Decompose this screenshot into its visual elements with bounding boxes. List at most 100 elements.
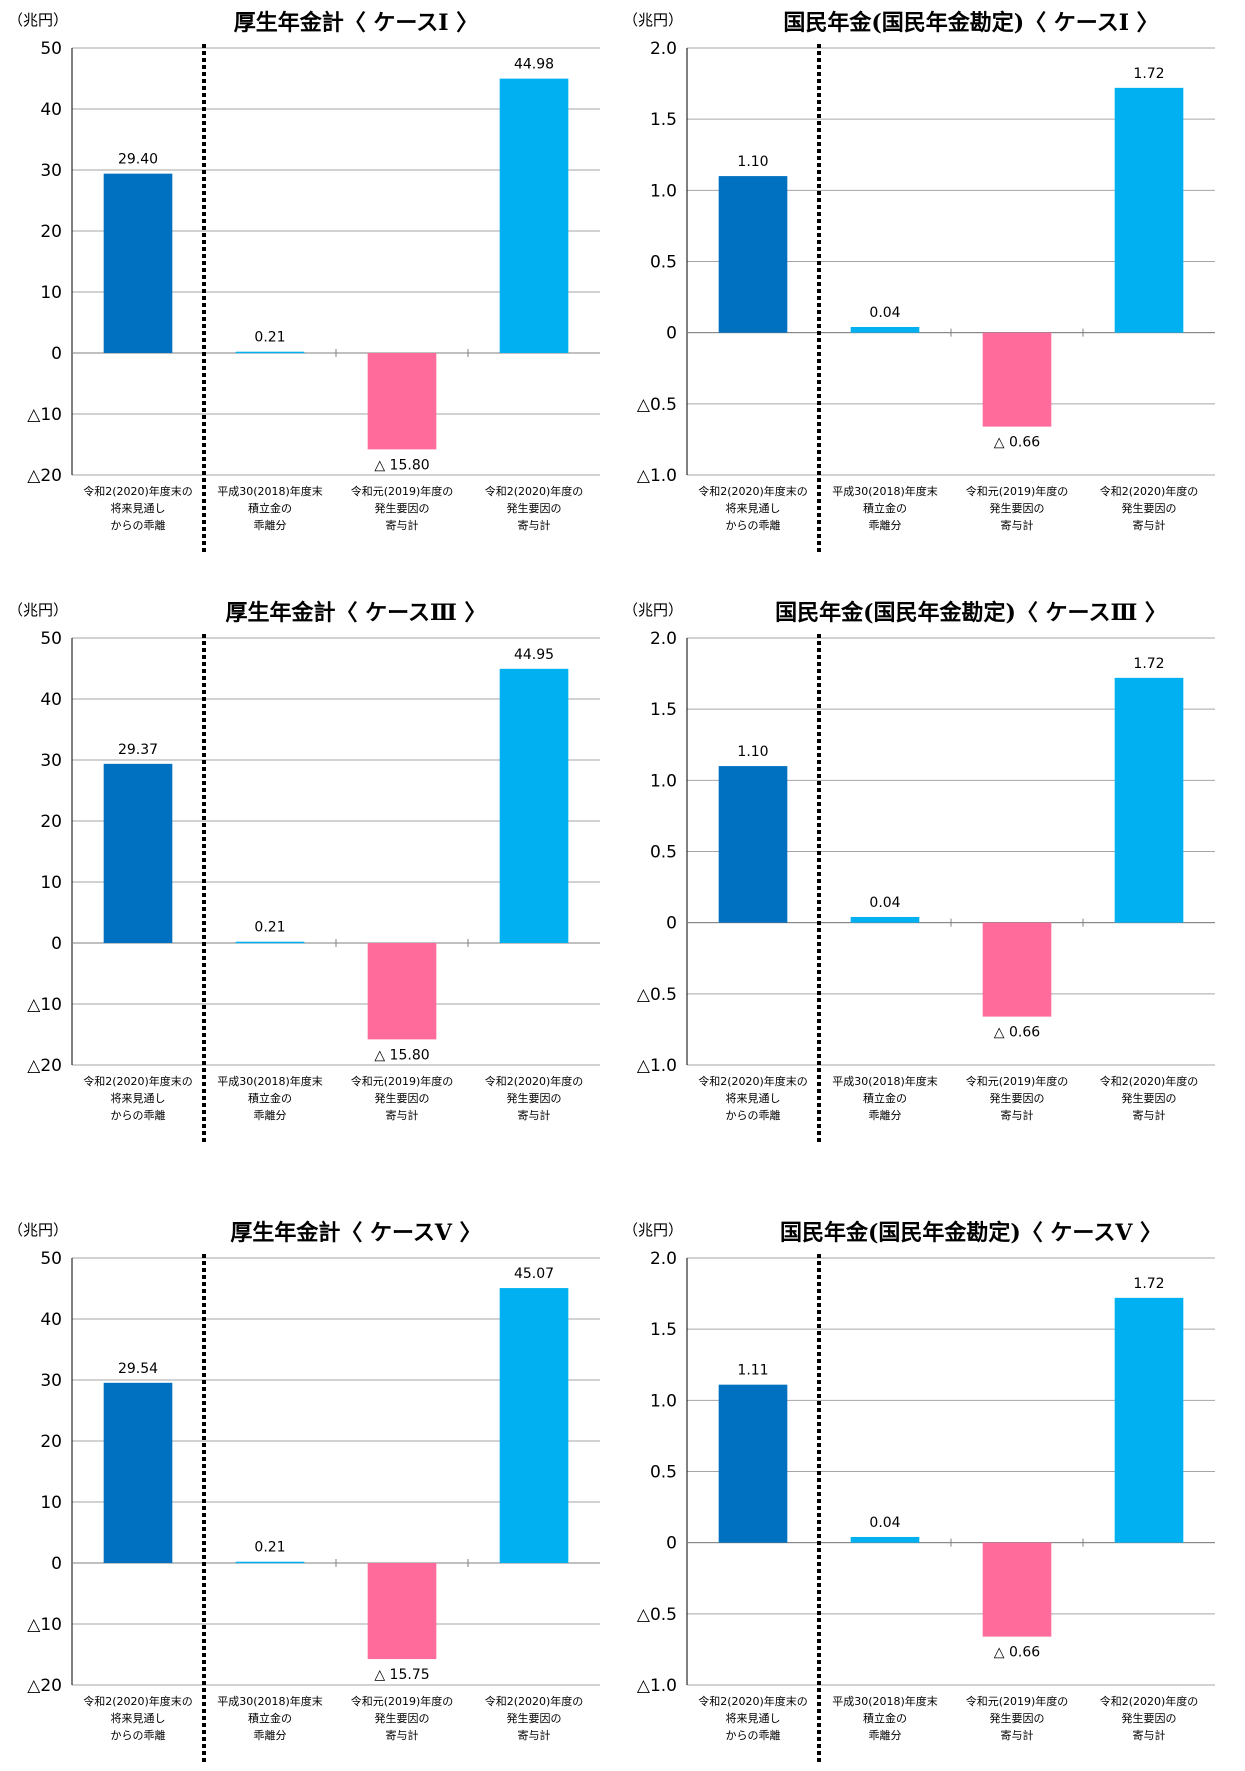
bar [235,1561,305,1564]
bar [1114,677,1184,923]
chart-svg: 国民年金(国民年金勘定)〈 ケースⅢ 〉 （兆円） 2.0 1.5 1.0 0.5 0 △0.… [623,600,1215,1144]
category-label: 寄与計 [386,1108,419,1122]
category-label: 将来見通し [111,1712,166,1725]
category-label: 令和2(2020)年度末の [83,484,193,498]
y-tick-label: 10 [40,873,62,893]
bar [103,173,173,353]
category-label: からの乖離 [726,1108,781,1122]
data-label: 29.37 [118,742,158,758]
y-tick-label: △1.0 [637,1056,677,1076]
category-label: 平成30(2018)年度末 [217,1074,323,1088]
category-label: 令和元(2019)年度の [351,484,454,498]
category-label: 令和元(2019)年度の [351,1074,454,1088]
chart-title: 厚生年金計〈 ケースⅢ 〉 [225,600,486,626]
category-label: 令和2(2020)年度の [485,484,584,498]
data-label: 1.11 [737,1363,768,1379]
category-label: 乖離分 [869,1108,902,1122]
category-label: 積立金の [248,1091,292,1105]
category-label: からの乖離 [111,518,166,532]
bar [982,1542,1052,1637]
category-label: 寄与計 [518,518,551,532]
category-label: 発生要因の [507,501,562,515]
category-label: からの乖離 [726,1728,781,1742]
y-tick-label: 50 [40,629,62,649]
category-label: 寄与計 [1133,1728,1166,1742]
bar [103,763,173,943]
data-label: 1.72 [1133,66,1164,82]
chart-svg: 国民年金(国民年金勘定)〈 ケースⅤ 〉 （兆円） 2.0 1.5 1.0 0.5 0 △0.… [623,1220,1215,1764]
y-tick-label: 1.5 [650,700,677,720]
data-label: △ 0.66 [994,1025,1040,1041]
data-label: 1.72 [1133,656,1164,672]
category-label: 将来見通し [111,1092,166,1105]
y-tick-label: 40 [40,690,62,710]
bar [850,916,920,923]
category-label: 令和元(2019)年度の [966,1074,1069,1088]
data-label: △ 15.80 [374,1047,429,1063]
category-label: 発生要因の [375,1091,430,1105]
chart-svg: 厚生年金計〈 ケースⅠ 〉 （兆円） 50 40 30 20 10 0 △10 △20 29.40 令… [8,10,600,554]
y-tick-label: 40 [40,100,62,120]
category-label: 令和元(2019)年度の [966,1694,1069,1708]
chart-national-pension-case-5: 国民年金(国民年金勘定)〈 ケースⅤ 〉 （兆円） 2.0 1.5 1.0 0.5 0 △0.… [615,1210,1227,1770]
category-label: からの乖離 [111,1728,166,1742]
chart-pension-employees-case-1: 厚生年金計〈 ケースⅠ 〉 （兆円） 50 40 30 20 10 0 △10 △20 29.40 令… [0,0,612,560]
y-tick-label: △0.5 [637,1605,677,1625]
category-label: 平成30(2018)年度末 [217,1694,323,1708]
y-axis-unit: （兆円） [623,601,683,619]
data-label: 0.04 [869,895,900,911]
data-label: 0.21 [254,330,285,346]
y-tick-label: 0.5 [650,253,677,273]
category-label: 発生要因の [1122,501,1177,515]
chart-svg: 厚生年金計〈 ケースⅤ 〉 （兆円） 50 40 30 20 10 0 △10 △20 29.54 令… [8,1220,600,1764]
y-tick-label: △0.5 [637,395,677,415]
y-tick-label: 1.5 [650,110,677,130]
y-axis-unit: （兆円） [623,1221,683,1239]
y-axis-unit: （兆円） [8,1221,68,1239]
category-label: 積立金の [248,501,292,515]
y-axis-unit: （兆円） [8,11,68,29]
y-tick-label: 0 [51,344,62,364]
category-label: 令和2(2020)年度の [485,1694,584,1708]
bar [499,78,569,353]
bar [499,1288,569,1563]
y-tick-label: △10 [27,405,62,425]
y-tick-label: △1.0 [637,466,677,486]
chart-pension-employees-case-3: 厚生年金計〈 ケースⅢ 〉 （兆円） 50 40 30 20 10 0 △10 △20 29.37 令… [0,590,612,1150]
chart-title: 国民年金(国民年金勘定)〈 ケースⅢ 〉 [775,600,1167,626]
category-label: 将来見通し [726,502,781,515]
bar [718,176,788,333]
bar [982,922,1052,1017]
category-label: 令和2(2020)年度末の [698,1074,808,1088]
y-tick-label: △10 [27,995,62,1015]
category-label: 寄与計 [1133,518,1166,532]
category-label: 将来見通し [726,1092,781,1105]
y-tick-label: 30 [40,1371,62,1391]
category-label: 平成30(2018)年度末 [832,484,938,498]
y-tick-label: 1.0 [650,1391,677,1411]
bar [718,766,788,923]
y-tick-label: 0 [51,1554,62,1574]
data-label: 1.10 [737,154,768,170]
category-label: 発生要因の [375,501,430,515]
category-label: 令和2(2020)年度の [1100,484,1199,498]
y-tick-label: △1.0 [637,1676,677,1696]
category-label: 積立金の [248,1711,292,1725]
category-label: 令和2(2020)年度の [485,1074,584,1088]
category-label: 積立金の [863,1091,907,1105]
y-tick-label: 0.5 [650,843,677,863]
category-label: からの乖離 [111,1108,166,1122]
bar [850,1536,920,1543]
category-label: 乖離分 [869,518,902,532]
y-tick-label: 0 [666,914,677,934]
y-tick-label: 40 [40,1310,62,1330]
bar [718,1384,788,1543]
category-label: 令和2(2020)年度末の [83,1694,193,1708]
bar [1114,1297,1184,1543]
category-label: 平成30(2018)年度末 [832,1074,938,1088]
bar [499,668,569,943]
y-tick-label: 2.0 [650,629,677,649]
y-axis-unit: （兆円） [623,11,683,29]
category-label: 発生要因の [990,1091,1045,1105]
y-tick-label: 50 [40,1249,62,1269]
